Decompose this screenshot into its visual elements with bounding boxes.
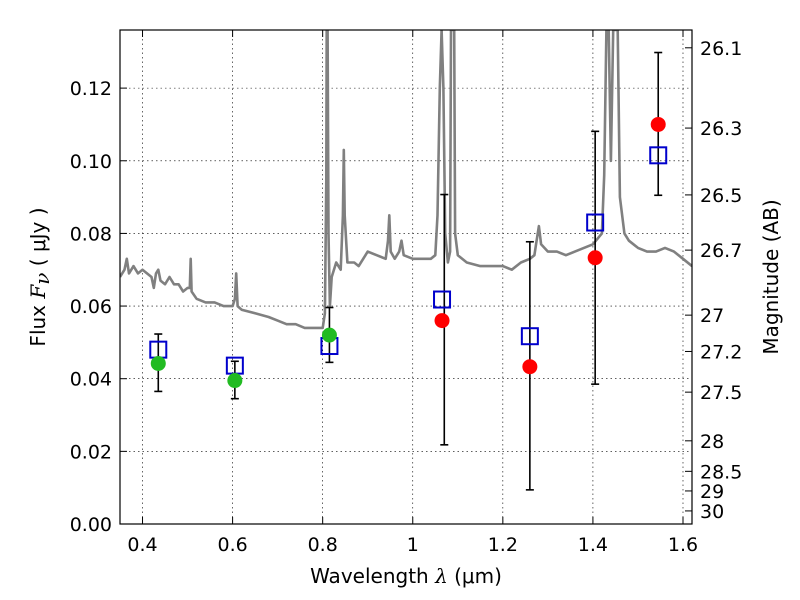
y2-tick-label: 28.5 — [700, 461, 742, 483]
observed-flux-point — [227, 373, 243, 389]
x-tick-label: 0.8 — [308, 534, 338, 556]
y2-tick-label: 26.5 — [700, 185, 742, 207]
y2-tick-label: 28 — [700, 431, 724, 453]
observed-flux-point — [150, 355, 166, 371]
y2-axis-label: Magnitude (AB) — [759, 199, 783, 354]
y2-tick-label: 26.1 — [700, 38, 742, 60]
y2-tick-label: 27.2 — [700, 341, 742, 363]
y-axis-label: Flux Fν ( μJy ) — [26, 207, 54, 346]
y2-tick-label: 30 — [700, 501, 724, 523]
x-axis-lambda-symbol: λ — [434, 564, 448, 588]
model-photometry-square — [520, 327, 539, 346]
observed-flux-point — [650, 116, 666, 132]
y2-tick-label: 26.7 — [700, 240, 742, 262]
model-photometry-square — [586, 213, 605, 232]
y-tick-label: 0.06 — [70, 296, 112, 318]
y-tick-label: 0.08 — [70, 223, 112, 245]
data-layer — [120, 30, 692, 491]
model-spectrum-line — [120, 30, 692, 330]
x-tick-label: 1.4 — [578, 534, 608, 556]
observed-flux-point — [321, 327, 337, 343]
y2-tick-label: 26.3 — [700, 118, 742, 140]
y-axis-flux-symbol: F — [26, 284, 50, 300]
observed-flux-point — [587, 250, 603, 266]
observed-flux-point — [434, 313, 450, 329]
observed-flux-point — [522, 359, 538, 375]
plot-background — [120, 30, 692, 524]
y-tick-label: 0.12 — [70, 78, 112, 100]
y2-tick-label: 27 — [700, 305, 724, 327]
x-axis-label: Wavelength λ (μm) — [310, 564, 502, 588]
y2-tick-label: 29 — [700, 481, 724, 503]
y-tick-label: 0.04 — [70, 369, 112, 391]
y-tick-label: 0.00 — [70, 514, 112, 536]
plot-frame — [119, 29, 693, 525]
y-tick-label: 0.10 — [70, 151, 112, 173]
model-photometry-square — [649, 146, 668, 165]
x-tick-label: 1.2 — [488, 534, 518, 556]
x-tick-label: 1.6 — [668, 534, 698, 556]
x-tick-label: 0.4 — [127, 534, 157, 556]
x-tick-label: 0.6 — [217, 534, 247, 556]
model-photometry-square — [433, 290, 452, 309]
tick-marks — [120, 30, 692, 525]
x-tick-label: 1 — [407, 534, 419, 556]
y2-tick-label: 27.5 — [700, 382, 742, 404]
y-tick-label: 0.02 — [70, 441, 112, 463]
